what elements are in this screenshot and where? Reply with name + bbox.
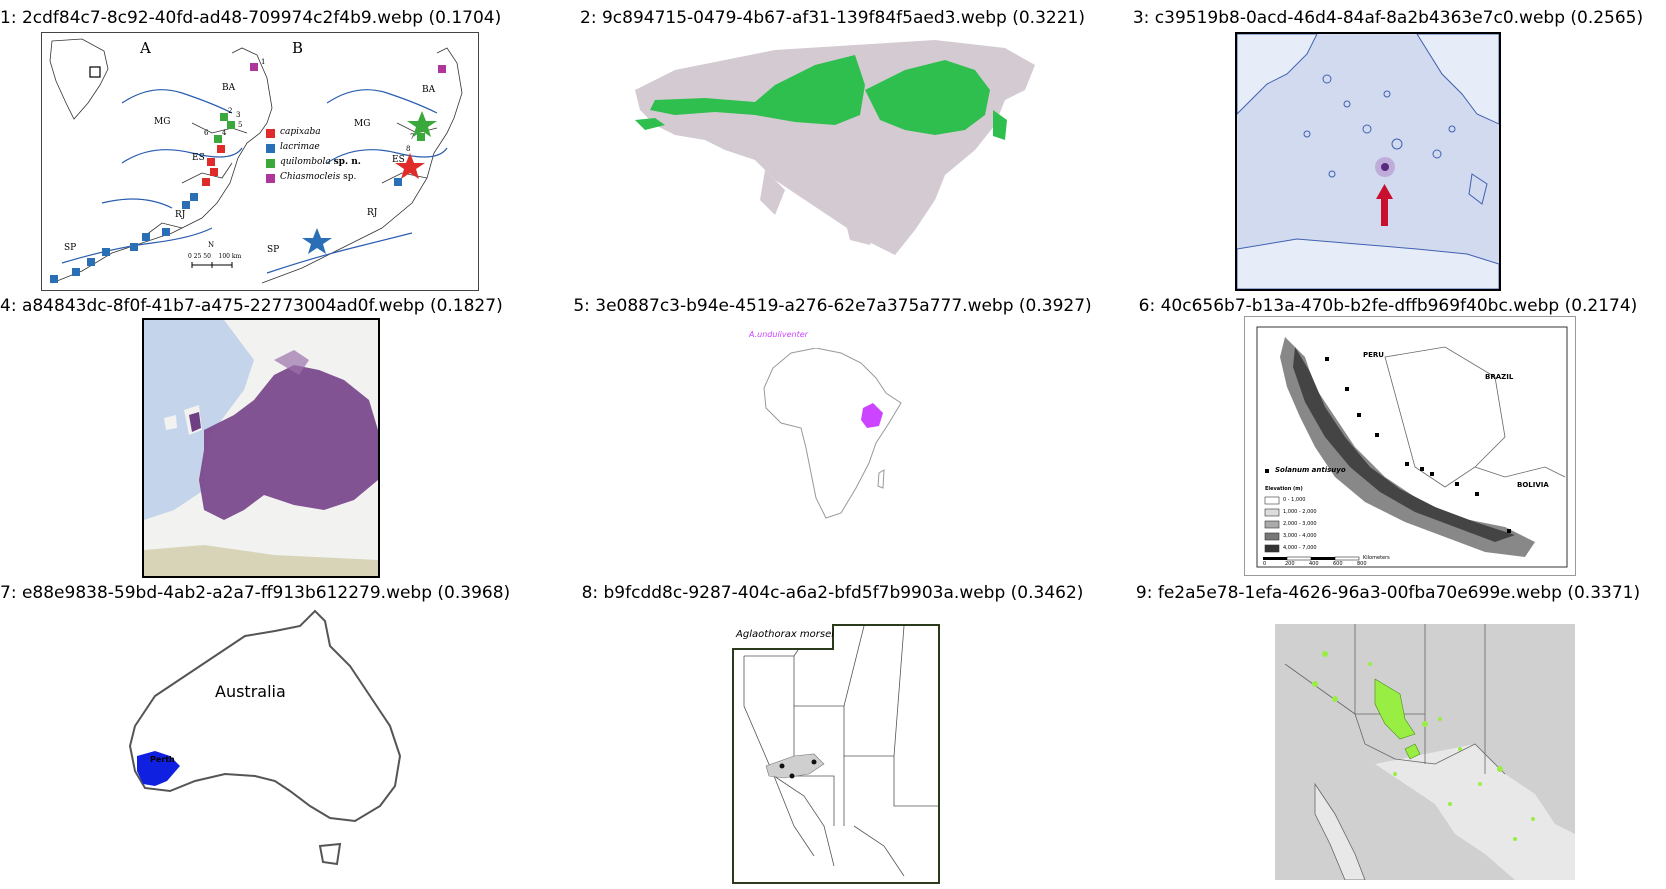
elevation-class: 4,000 - 7,000: [1283, 545, 1317, 551]
europe-range-map: [144, 320, 378, 576]
atlantic-forest-map: [49, 38, 463, 284]
tile-2: 2: 9c894715-0479-4b67-af31-139f84f5aed3.…: [555, 0, 1110, 290]
tile-5: 5: 3e0887c3-b94e-4519-a276-62e7a375a777.…: [555, 290, 1110, 580]
eurasia-range-map: [635, 40, 1035, 255]
southwest-us-mexico-range-map: [1284, 624, 1575, 880]
map-panel: PERU BRAZIL BOLIVIA Solanum antisuyo Ele…: [1244, 316, 1576, 576]
region-label: SP: [267, 245, 280, 255]
map-panel: [1275, 624, 1575, 880]
map-panel: [761, 348, 911, 523]
site-number: 1: [261, 58, 266, 66]
scale-unit: Kilometers: [1363, 555, 1390, 561]
north-arrow-label: N: [208, 241, 215, 249]
legend-entry-chiasmocleis: Chiasmocleis sp.: [280, 172, 356, 182]
region-label: MG: [354, 119, 371, 129]
tile-8: 8: b9fcdd8c-9287-404c-a6a2-bfd5f7b9903a.…: [555, 580, 1110, 889]
elevation-title: Elevation (m): [1265, 486, 1303, 492]
elevation-class: 2,000 - 3,000: [1283, 521, 1317, 527]
tile-title: 9: fe2a5e78-1efa-4626-96a3-00fba70e699e.…: [1135, 583, 1641, 603]
scale-text: 0 25 50 100 km: [188, 253, 242, 260]
map-panel: [732, 624, 940, 884]
tile-1: 1: 2cdf84c7-8c92-40fd-ad48-709974c2f4b9.…: [0, 0, 502, 291]
panel-label-b: B: [292, 39, 304, 57]
tile-title: 3: c39519b8-0acd-46d4-84af-8a2b4363e7c0.…: [1132, 8, 1644, 28]
scale-tick: 400: [1309, 561, 1319, 567]
site-number: 5: [238, 121, 243, 129]
tile-title: 6: 40c656b7-b13a-470b-b2fe-dffb969f40bc.…: [1138, 296, 1638, 316]
country-label: PERU: [1363, 351, 1384, 359]
map-panel: [142, 318, 380, 578]
legend-entry-quilombola: quilombola sp. n.: [280, 157, 361, 167]
scale-tick: 800: [1357, 561, 1367, 567]
site-number: 7: [410, 133, 415, 141]
legend-suffix: sp. n.: [333, 157, 361, 167]
peru-elevation-map: [1256, 326, 1568, 568]
region-label: RJ: [367, 208, 378, 218]
tile-title: 8: b9fcdd8c-9287-404c-a6a2-bfd5f7b9903a.…: [581, 583, 1084, 603]
tile-title: 1: 2cdf84c7-8c92-40fd-ad48-709974c2f4b9.…: [0, 8, 502, 28]
country-label: BRAZIL: [1485, 373, 1514, 381]
scale-tick: 0: [1263, 561, 1267, 567]
country-label: Australia: [215, 682, 286, 701]
aegean-island-map: [1237, 34, 1499, 289]
region-label: SP: [64, 243, 77, 253]
southwest-us-range-map: [743, 626, 938, 877]
tile-7: 7: e88e9838-59bd-4ab2-a2a7-ff913b612279.…: [0, 580, 511, 889]
elevation-class: 3,000 - 4,000: [1283, 533, 1317, 539]
elevation-class: 0 - 1,000: [1283, 497, 1306, 503]
legend-label: capixaba: [280, 127, 321, 137]
tile-6: 6: 40c656b7-b13a-470b-b2fe-dffb969f40bc.…: [1110, 290, 1666, 580]
region-label: BA: [222, 83, 236, 93]
site-number: 3: [236, 111, 241, 119]
map-panel: [1235, 32, 1501, 291]
region-label: ES: [192, 153, 205, 163]
region-label: ES: [392, 155, 405, 165]
city-label: Perth: [150, 755, 175, 764]
legend-entry-lacrimae: lacrimae: [280, 142, 320, 152]
species-label: Aglaothorax morsei: [736, 629, 835, 640]
tile-4: 4: a84843dc-8f0f-41b7-a475-22773004ad0f.…: [0, 290, 503, 580]
tile-title: 7: e88e9838-59bd-4ab2-a2a7-ff913b612279.…: [0, 583, 511, 603]
tile-9: 9: fe2a5e78-1efa-4626-96a3-00fba70e699e.…: [1110, 580, 1666, 889]
legend-species: Solanum antisuyo: [1275, 466, 1346, 474]
site-number: 4: [222, 129, 227, 137]
elevation-class: 1,000 - 2,000: [1283, 509, 1317, 515]
site-number: 8: [406, 145, 411, 153]
site-number: 2: [228, 107, 233, 115]
scale-tick: 600: [1333, 561, 1343, 567]
legend-entry-capixaba: capixaba: [280, 127, 321, 137]
tile-title: 2: 9c894715-0479-4b67-af31-139f84f5aed3.…: [580, 8, 1085, 28]
legend-label: Chiasmocleis: [280, 172, 341, 182]
legend-suffix: sp.: [343, 172, 357, 182]
species-label-box: Aglaothorax morsei: [732, 624, 834, 650]
tile-title: 5: 3e0887c3-b94e-4519-a276-62e7a375a777.…: [573, 296, 1092, 316]
map-panel: Australia Perth: [115, 606, 405, 889]
site-number: 6: [204, 129, 209, 137]
map-panel: A B BA MG ES RJ SP BA MG ES RJ SP 1 2 3 …: [41, 32, 479, 291]
africa-range-map: [763, 348, 902, 519]
legend-label: lacrimae: [280, 142, 320, 152]
region-label: BA: [422, 85, 436, 95]
country-label: BOLIVIA: [1517, 481, 1549, 489]
panel-label-a: A: [140, 39, 151, 57]
scale-tick: 200: [1285, 561, 1295, 567]
legend-label: quilombola: [280, 157, 331, 167]
tile-3: 3: c39519b8-0acd-46d4-84af-8a2b4363e7c0.…: [1110, 0, 1666, 291]
map-panel: [615, 30, 1045, 262]
tile-title: 4: a84843dc-8f0f-41b7-a475-22773004ad0f.…: [0, 296, 503, 316]
australia-range-map: [128, 609, 402, 866]
region-label: RJ: [175, 210, 186, 220]
region-label: MG: [154, 117, 171, 127]
species-label: A.unduliventer: [749, 330, 808, 339]
